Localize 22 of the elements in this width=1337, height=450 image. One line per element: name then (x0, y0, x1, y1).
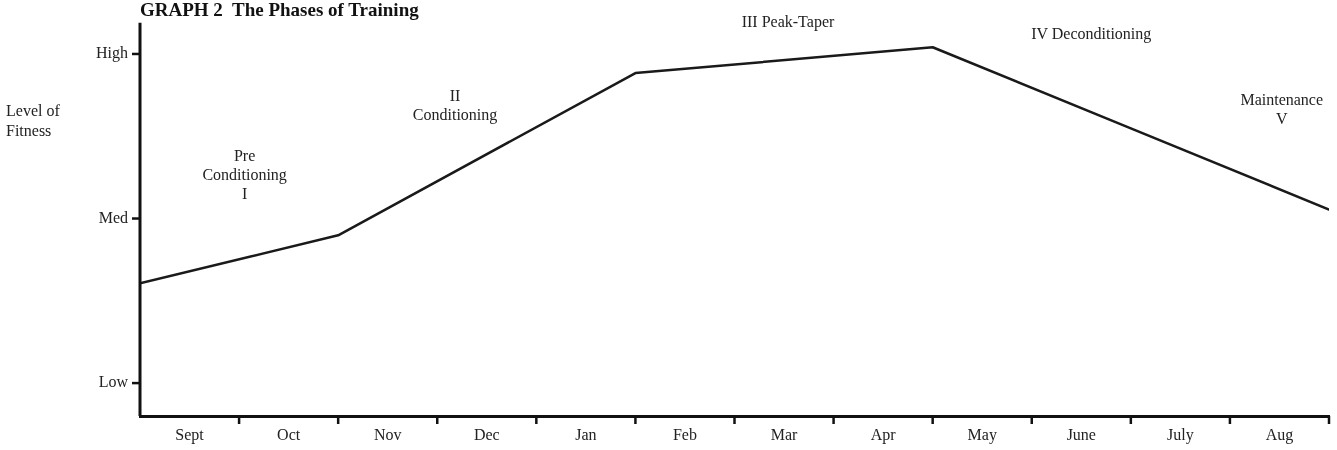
text: Jan (575, 426, 597, 444)
text: Apr (870, 426, 897, 445)
text: Oct (277, 426, 301, 444)
text: Med (98, 208, 128, 226)
text: IV Deconditioning (1031, 24, 1152, 43)
text: III Peak-Taper (741, 13, 835, 32)
text: Nov (373, 426, 402, 444)
text: Low (98, 373, 129, 391)
text: May (967, 426, 997, 445)
text: Feb (672, 426, 697, 444)
text: High (96, 44, 128, 63)
text: Sept (175, 426, 205, 445)
text: July (1167, 426, 1194, 445)
annotation: Pre Conditioning I (202, 147, 287, 203)
text: Dec (473, 426, 500, 444)
text: June (1066, 426, 1096, 444)
y-axis-title: Level of Fitness (6, 101, 61, 139)
annotation: Maintenance V (1240, 90, 1324, 127)
annotation: II Conditioning (412, 86, 498, 124)
chart-title: GRAPH 2 The Phases of Training (140, 0, 420, 21)
text: Aug (1265, 426, 1294, 445)
text: Mar (770, 426, 799, 444)
